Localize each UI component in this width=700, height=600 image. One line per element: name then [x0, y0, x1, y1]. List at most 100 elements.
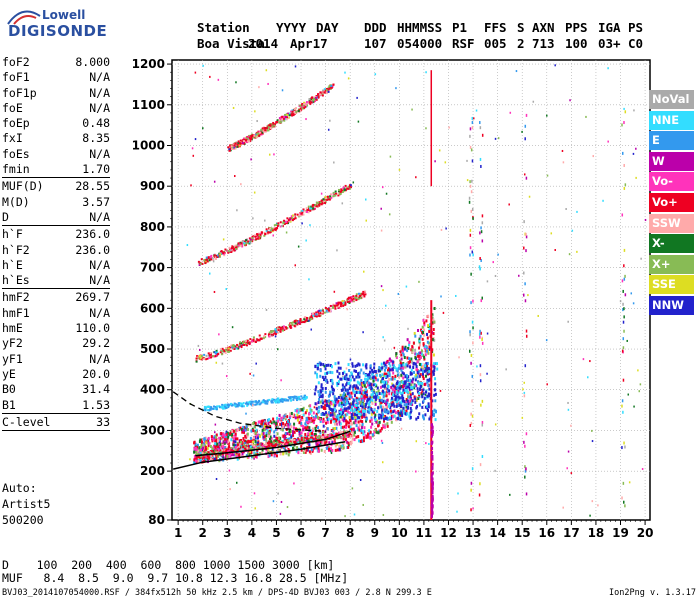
echo-point: [325, 402, 328, 406]
echo-point: [219, 453, 222, 456]
echo-point: [398, 396, 401, 400]
echo-point: [235, 81, 237, 84]
echo-point: [415, 417, 418, 421]
echo-point: [212, 438, 215, 442]
echo-point: [232, 450, 235, 453]
echo-point: [197, 452, 200, 455]
echo-point: [390, 368, 393, 372]
echo-point: [399, 359, 402, 363]
param-name: hmF2: [2, 290, 30, 305]
echo-point: [250, 238, 253, 241]
echo-point: [383, 392, 386, 396]
echo-point: [428, 442, 430, 445]
echo-point: [319, 400, 322, 404]
echo-point: [381, 389, 384, 393]
echo-point: [403, 403, 406, 407]
echo-point: [364, 391, 367, 395]
echo-point: [345, 397, 348, 401]
echo-point: [376, 378, 379, 382]
echo-point: [215, 440, 218, 444]
auto-artist: Artist5: [2, 497, 51, 511]
param-value: 0.48: [82, 116, 110, 131]
echo-point: [305, 207, 308, 210]
echo-point: [281, 118, 284, 121]
echo-point: [432, 318, 435, 322]
param-row: foF1 N/A: [2, 70, 110, 85]
echo-point: [411, 399, 414, 403]
echo-point: [275, 439, 278, 443]
echo-point: [337, 303, 340, 306]
param-value: 110.0: [75, 321, 110, 336]
echo-point: [334, 401, 337, 405]
echo-point: [296, 428, 299, 432]
echo-point: [591, 500, 594, 503]
echo-point: [383, 419, 386, 423]
echo-point: [339, 377, 342, 381]
echo-point: [328, 198, 331, 201]
echo-point: [318, 397, 321, 401]
echo-point: [373, 416, 376, 420]
echo-point: [346, 299, 349, 302]
echo-point: [257, 232, 260, 235]
param-value: 1.53: [82, 397, 110, 412]
echo-point: [414, 352, 417, 356]
echo-point: [342, 436, 345, 440]
echo-point: [399, 384, 402, 388]
echo-point: [256, 433, 259, 437]
echo-point: [357, 409, 360, 413]
echo-point: [568, 253, 571, 256]
echo-point: [287, 422, 290, 426]
echo-point: [346, 407, 349, 411]
echo-point: [341, 191, 344, 194]
echo-point: [472, 117, 475, 120]
echo-point: [272, 444, 275, 447]
echo-point: [306, 319, 309, 322]
echo-point: [361, 383, 364, 387]
echo-point: [345, 188, 348, 191]
echo-point: [207, 405, 210, 408]
echo-point: [281, 89, 284, 92]
echo-point: [279, 221, 282, 224]
echo-point: [240, 243, 243, 246]
echo-point: [323, 311, 326, 314]
echo-point: [326, 415, 329, 419]
echo-point: [245, 239, 248, 242]
echo-point: [292, 430, 295, 434]
echo-point: [398, 403, 401, 407]
echo-point: [368, 435, 371, 439]
echo-point: [306, 438, 309, 441]
echo-point: [567, 401, 569, 404]
echo-point: [322, 424, 325, 428]
echo-point: [290, 321, 293, 324]
echo-point: [310, 438, 313, 441]
echo-point: [353, 438, 356, 442]
param-value: 29.2: [82, 336, 110, 351]
echo-point: [327, 363, 330, 367]
echo-point: [225, 288, 228, 291]
echo-point: [216, 351, 219, 354]
echo-point: [252, 336, 255, 339]
echo-point: [339, 393, 342, 397]
echo-point: [311, 449, 314, 453]
echo-point: [361, 422, 364, 426]
echo-point: [237, 402, 240, 405]
echo-point: [235, 144, 238, 147]
echo-point: [253, 134, 256, 137]
echo-point: [415, 176, 417, 179]
echo-point: [283, 119, 286, 122]
echo-point: [197, 450, 200, 454]
echo-point: [333, 397, 336, 401]
echo-point: [334, 448, 337, 452]
echo-point: [270, 453, 273, 457]
echo-point: [314, 433, 317, 437]
echo-point: [341, 371, 344, 375]
echo-point: [228, 148, 231, 151]
echo-point: [253, 400, 256, 403]
echo-point: [220, 250, 223, 253]
echo-point: [196, 355, 199, 358]
echo-point: [287, 399, 290, 402]
echo-point: [310, 315, 313, 318]
echo-point: [401, 399, 404, 403]
echo-point: [397, 395, 400, 399]
echo-point: [509, 493, 511, 496]
